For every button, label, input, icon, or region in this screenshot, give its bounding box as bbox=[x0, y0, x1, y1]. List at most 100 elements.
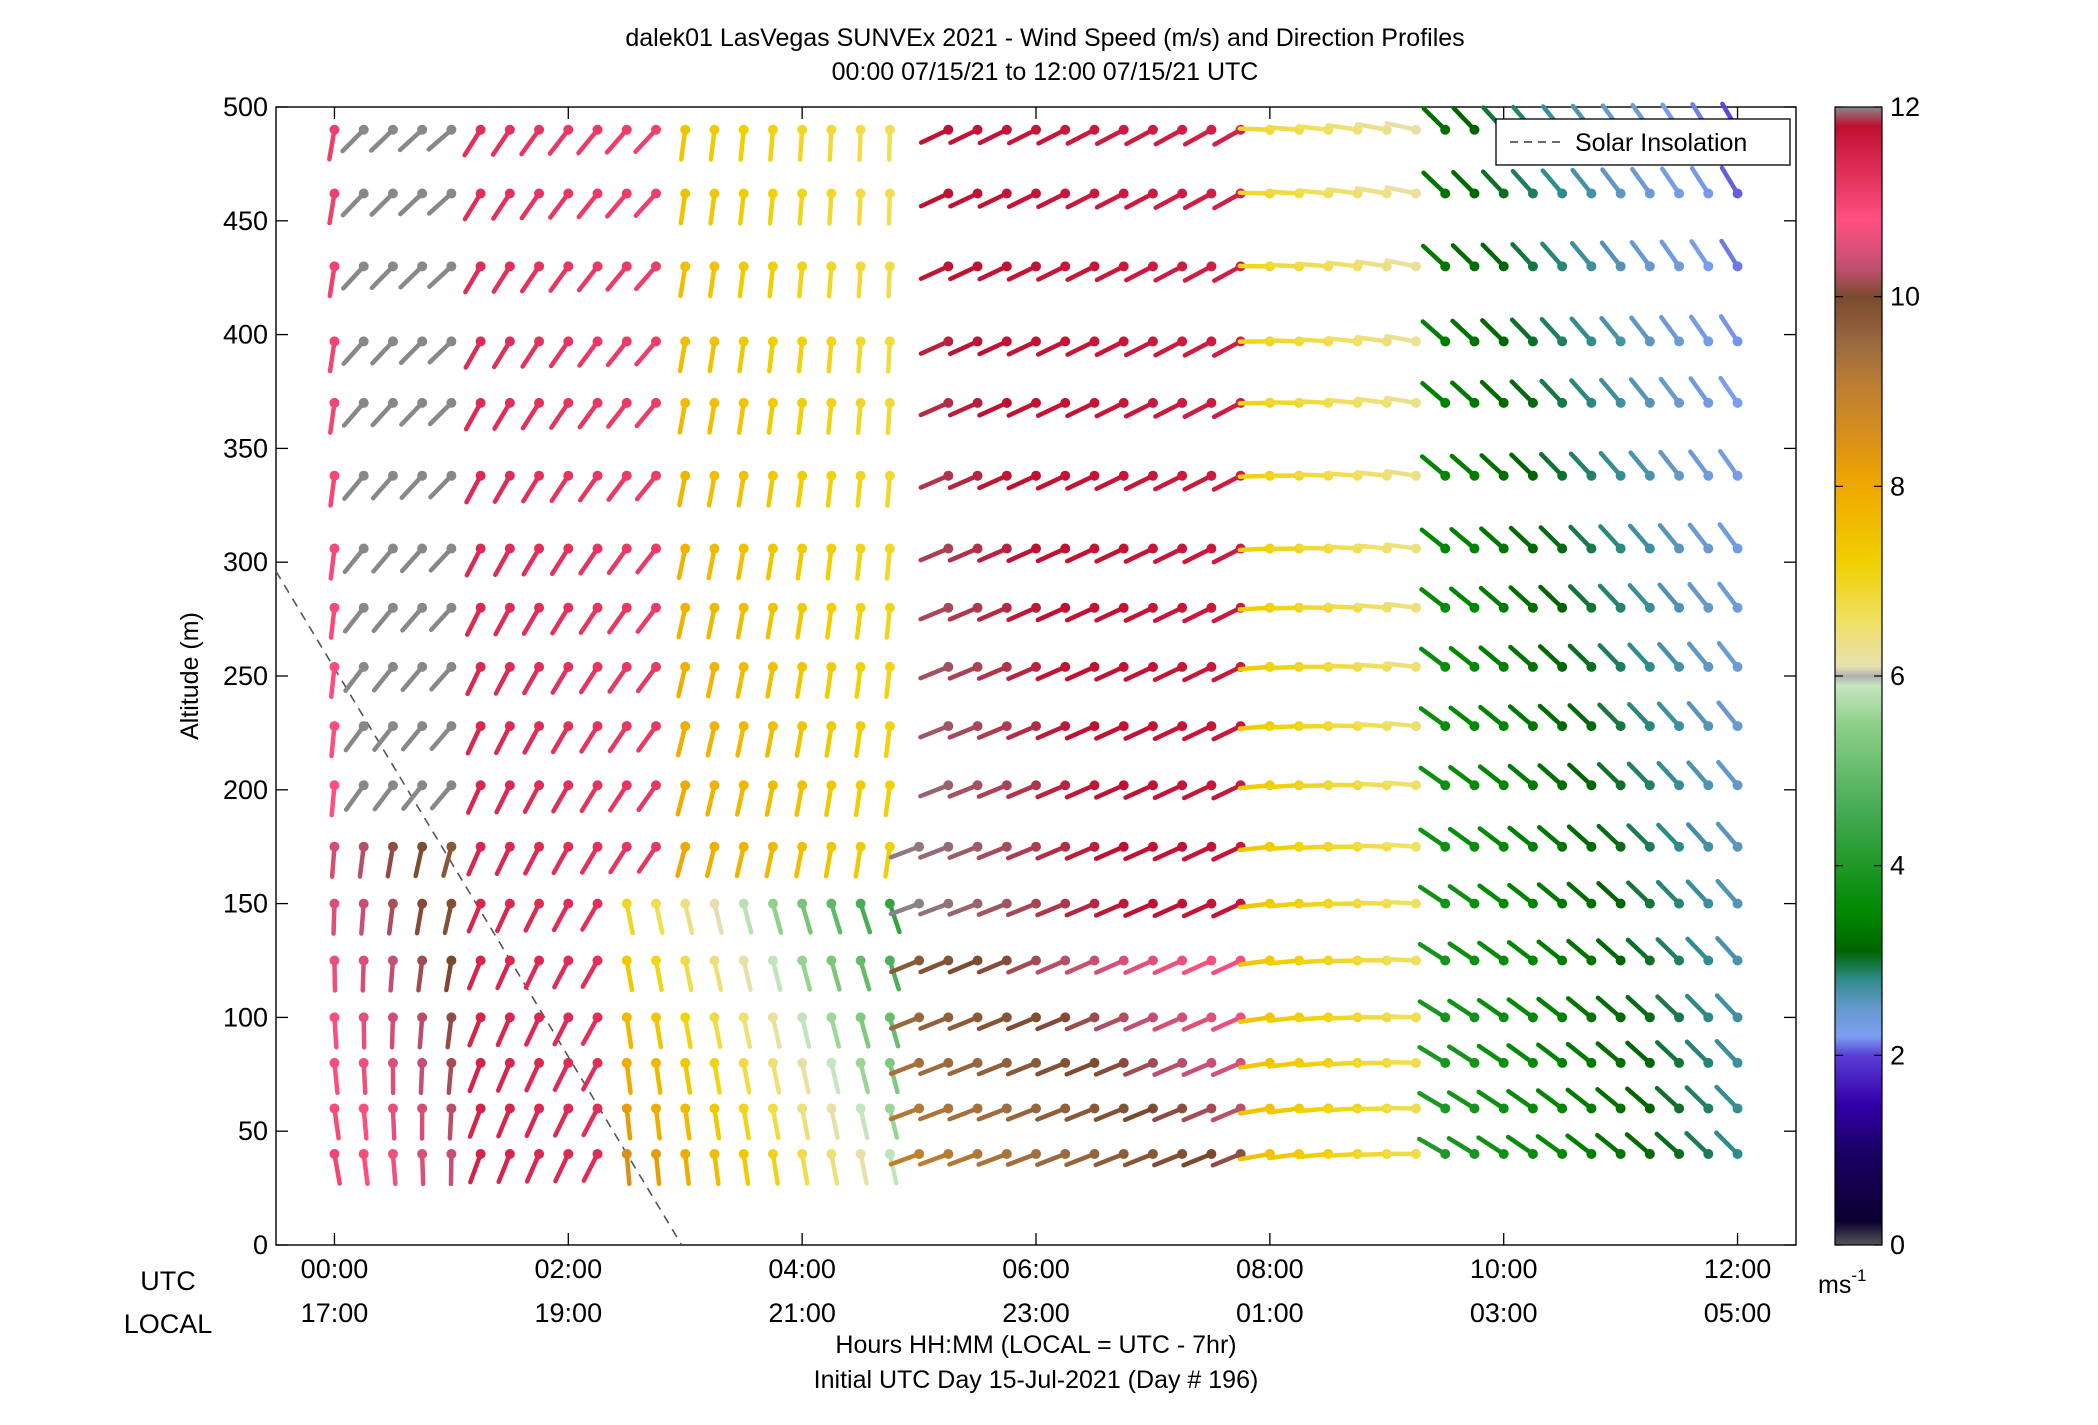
wind-barb-head bbox=[1060, 188, 1071, 199]
wind-barb-shaft bbox=[550, 664, 571, 695]
wind-barb-head bbox=[475, 124, 486, 135]
wind-barb-head bbox=[329, 898, 340, 909]
wind-barb bbox=[1418, 706, 1451, 732]
wind-barb-head bbox=[1674, 261, 1685, 272]
wind-barb-shaft bbox=[465, 782, 483, 815]
wind-barb bbox=[358, 1012, 369, 1050]
y-tick-label: 500 bbox=[223, 92, 268, 122]
wind-barb bbox=[467, 1057, 486, 1094]
wind-barb bbox=[765, 721, 778, 758]
wind-barb-head bbox=[1001, 721, 1012, 732]
wind-barb-head bbox=[1527, 841, 1538, 852]
wind-barb-shaft bbox=[1237, 958, 1273, 967]
wind-barb-shaft bbox=[429, 782, 454, 811]
wind-barb-head bbox=[1089, 1012, 1100, 1023]
wind-barb-head bbox=[1674, 955, 1685, 966]
wind-barb bbox=[884, 1057, 900, 1095]
wind-barb bbox=[855, 1103, 870, 1140]
wind-barb bbox=[976, 1012, 1012, 1032]
wind-barb bbox=[1626, 702, 1655, 732]
wind-barb bbox=[1568, 451, 1597, 481]
wind-barb-shaft bbox=[634, 339, 659, 367]
wind-barb bbox=[1383, 898, 1421, 909]
wind-barb-head bbox=[1527, 543, 1538, 554]
wind-barb-head bbox=[387, 780, 398, 791]
wind-barb-shaft bbox=[1507, 704, 1536, 729]
y-tick-label: 200 bbox=[223, 775, 268, 805]
wind-barb bbox=[1006, 188, 1041, 209]
wind-barb bbox=[707, 397, 720, 435]
wind-barb bbox=[947, 1103, 983, 1122]
wind-barb bbox=[1658, 376, 1685, 408]
colorbar-tick-label: 0 bbox=[1890, 1230, 1905, 1260]
wind-barb-head bbox=[475, 336, 486, 347]
wind-barb-shaft bbox=[918, 1060, 951, 1077]
wind-barb bbox=[329, 1103, 341, 1141]
wind-barb-head bbox=[387, 261, 398, 272]
wind-barb-shaft bbox=[1688, 314, 1711, 344]
wind-barb-shaft bbox=[1569, 378, 1594, 406]
wind-barb-head bbox=[972, 1103, 983, 1114]
wind-barb bbox=[1093, 1057, 1129, 1077]
wind-barb-head bbox=[1411, 780, 1421, 791]
wind-barb-head bbox=[417, 124, 428, 135]
wind-barb-head bbox=[358, 261, 369, 272]
wind-barb-shaft bbox=[1715, 936, 1740, 963]
wind-barb-head bbox=[1089, 898, 1100, 909]
wind-barb-head bbox=[855, 124, 866, 135]
wind-barb bbox=[1684, 1039, 1714, 1068]
wind-barb bbox=[1417, 942, 1451, 966]
wind-barb-head bbox=[1644, 261, 1655, 272]
wind-barb-shaft bbox=[1064, 1151, 1097, 1168]
wind-barb bbox=[581, 1103, 603, 1138]
wind-barb bbox=[1684, 1131, 1714, 1159]
wind-barb bbox=[976, 661, 1012, 681]
wind-barb bbox=[947, 841, 983, 860]
wind-barb bbox=[493, 602, 515, 637]
wind-barb-shaft bbox=[1124, 127, 1156, 147]
wind-barb-shaft bbox=[491, 264, 513, 294]
wind-barb-shaft bbox=[1065, 473, 1097, 491]
wind-barb-head bbox=[1411, 470, 1421, 481]
wind-barb-shaft bbox=[466, 958, 483, 991]
wind-barb bbox=[1152, 602, 1188, 624]
wind-barb bbox=[1596, 762, 1626, 791]
wind-barb bbox=[738, 1103, 751, 1141]
wind-barb bbox=[1597, 583, 1626, 613]
wind-barb-head bbox=[680, 1103, 691, 1114]
wind-barb bbox=[464, 543, 486, 578]
wind-barb-head bbox=[1177, 721, 1188, 732]
wind-barb-head bbox=[767, 1103, 778, 1114]
wind-barb-shaft bbox=[1685, 936, 1711, 963]
wind-barb bbox=[1122, 1148, 1158, 1168]
wind-barb-shaft bbox=[1093, 1015, 1126, 1032]
wind-barb bbox=[580, 898, 603, 932]
wind-barb-head bbox=[1732, 721, 1743, 732]
wind-barb bbox=[704, 841, 720, 879]
wind-barb-head bbox=[767, 1012, 778, 1023]
wind-barb-head bbox=[1411, 955, 1421, 966]
wind-barb-shaft bbox=[1479, 379, 1506, 406]
wind-barb-head bbox=[329, 470, 340, 481]
wind-barb-head bbox=[680, 780, 691, 791]
wind-barb-head bbox=[680, 955, 691, 966]
wind-barb bbox=[369, 188, 398, 217]
wind-barb bbox=[463, 336, 486, 370]
wind-barb bbox=[1153, 336, 1188, 358]
wind-barb bbox=[494, 721, 515, 756]
wind-barb-head bbox=[1411, 124, 1421, 135]
wind-barb-shaft bbox=[765, 605, 776, 640]
wind-barb bbox=[1684, 1085, 1714, 1114]
wind-barb bbox=[738, 124, 749, 162]
wind-barb bbox=[463, 397, 486, 432]
wind-barb-shaft bbox=[1296, 1015, 1331, 1022]
wind-barb-shaft bbox=[1093, 844, 1126, 861]
wind-barb bbox=[1094, 188, 1129, 210]
wind-barb-shaft bbox=[1539, 317, 1565, 344]
wind-barb-shaft bbox=[1237, 782, 1273, 791]
wind-barb-shaft bbox=[1006, 782, 1039, 800]
wind-barb bbox=[1568, 524, 1597, 554]
wind-barb-shaft bbox=[1035, 339, 1068, 357]
wind-barb bbox=[550, 602, 574, 636]
wind-barb-shaft bbox=[858, 1106, 870, 1140]
